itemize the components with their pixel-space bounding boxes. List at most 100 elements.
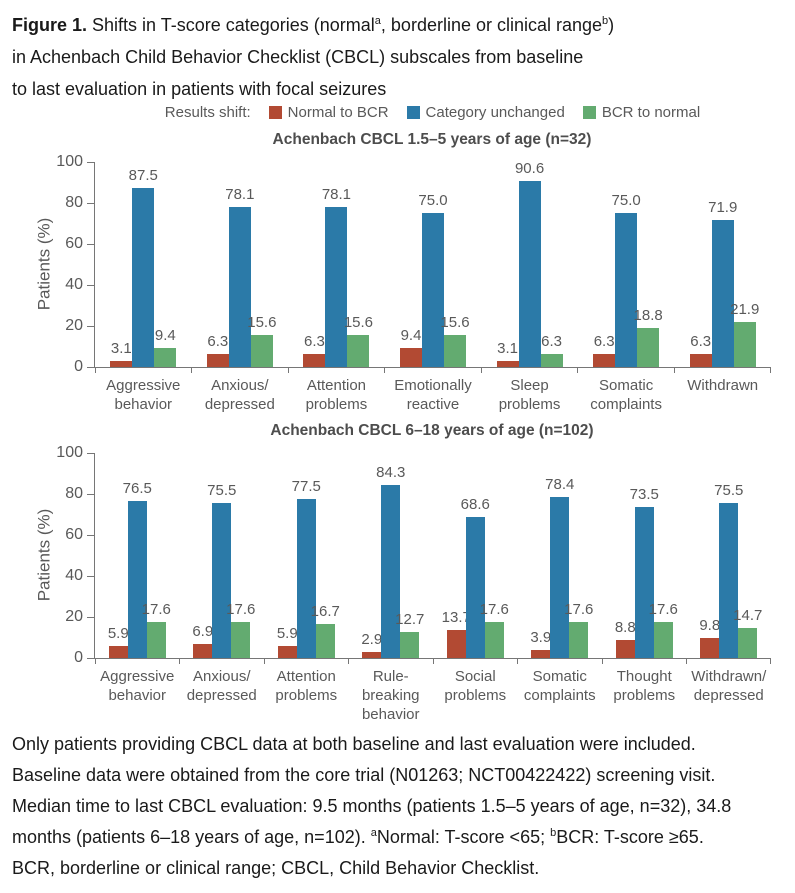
legend-item-label: Category unchanged	[425, 104, 565, 121]
y-axis-tick-label: 0	[74, 358, 83, 375]
category-label: Emotionally reactive	[394, 377, 472, 413]
legend-swatch-icon	[406, 106, 420, 119]
legend-item-0: Normal to BCR	[268, 104, 389, 121]
bar	[193, 643, 213, 658]
y-axis-tick-label: 40	[65, 276, 83, 293]
bar-value-label: 68.6	[460, 496, 490, 514]
bar	[303, 354, 326, 367]
legend-item-2: BCR to normal	[582, 104, 700, 121]
bar	[711, 219, 734, 367]
x-axis-tick	[601, 658, 603, 664]
y-axis-tick-label: 0	[74, 649, 83, 666]
bar-value-label: 73.5	[629, 486, 659, 504]
x-axis-tick	[348, 658, 349, 664]
bar	[212, 503, 232, 658]
footnote-line4: months (patients 6–18 years of age, n=10…	[12, 827, 704, 847]
bar	[127, 501, 147, 658]
y-axis-tick	[87, 243, 94, 245]
figure-title-line1: Figure 1. Shifts in T-score categories (…	[12, 15, 615, 35]
bar	[422, 213, 444, 367]
bar	[637, 328, 660, 367]
legend-item-label: Normal to BCR	[287, 104, 389, 121]
footnote-line3: Median time to last CBCL evaluation: 9.5…	[12, 796, 732, 816]
bar-value-label: 71.9	[708, 198, 738, 216]
x-axis-tick	[686, 658, 687, 664]
bar	[496, 360, 519, 367]
y-axis-tick	[87, 616, 94, 618]
bar	[733, 322, 756, 367]
chart-cbcl-1-5-to-5-years: Achenbach CBCL 1.5–5 years of age (n=32)…	[0, 131, 795, 426]
category-label: Sleep problems	[498, 377, 561, 413]
bar	[569, 621, 589, 658]
bar-value-label: 9.8	[699, 616, 721, 634]
bar	[362, 652, 382, 658]
bar-value-label: 17.6	[479, 600, 509, 618]
x-axis-tick	[769, 367, 771, 373]
footnote-line5: BCR, borderline or clinical range; CBCL,…	[12, 858, 540, 878]
bar-value-label: 17.6	[648, 600, 678, 618]
figure-number: Figure 1.	[12, 15, 88, 35]
bar	[146, 621, 166, 658]
legend-item-1: Category unchanged	[406, 104, 565, 121]
category-label: Somatic complaints	[590, 377, 662, 413]
plot-area: 0 20 40 60 80 100 3.1 87.5 9.4 Aggressive behavior…	[56, 153, 771, 413]
x-axis-tick	[769, 658, 771, 664]
bar-value-label: 76.5	[122, 480, 152, 498]
x-axis-tick	[517, 658, 518, 664]
bar-value-label: 5.9	[276, 624, 298, 642]
bar	[347, 335, 370, 367]
bar-value-label: 6.3	[303, 333, 325, 351]
bar-value-label: 12.7	[395, 610, 425, 628]
bar-value-label: 17.6	[226, 600, 256, 618]
bar-value-label: 8.8	[614, 618, 636, 636]
plot-area: 0 20 40 60 80 100 5.9 76.5 17.6 Aggressive behavio…	[56, 444, 771, 723]
chart-title: Achenbach CBCL 6–18 years of age (n=102)	[270, 422, 594, 439]
figure-title-line3: to last evaluation in patients with foca…	[12, 79, 387, 99]
bar-value-label: 3.1	[110, 339, 132, 357]
superscript-b: b	[550, 827, 557, 839]
footnote: Only patients providing CBCL data at bot…	[12, 729, 787, 884]
bar-value-label: 3.9	[530, 629, 552, 647]
bar-value-label: 9.4	[154, 326, 176, 344]
y-axis-tick	[87, 366, 94, 368]
bar-value-label: 2.9	[361, 631, 383, 649]
y-axis-label: Patients (%)	[34, 217, 54, 311]
chart-title: Achenbach CBCL 1.5–5 years of age (n=32)	[272, 131, 592, 148]
y-axis-tick	[87, 575, 94, 577]
y-axis-tick	[87, 493, 94, 495]
bar	[484, 621, 504, 658]
bar	[446, 629, 466, 658]
bar-value-label: 6.3	[690, 333, 712, 351]
x-axis-tick	[384, 367, 386, 373]
bar-value-label: 78.1	[225, 185, 255, 203]
y-axis-tick-label: 20	[65, 317, 83, 334]
bar-value-label: 6.3	[541, 333, 562, 351]
bar-value-label: 15.6	[247, 314, 277, 332]
y-axis-tick-label: 40	[65, 567, 83, 584]
y-axis-tick	[87, 161, 94, 163]
bar	[110, 360, 133, 367]
bar-value-label: 6.3	[207, 333, 229, 351]
bar-value-label: 15.6	[343, 314, 374, 332]
category-label: Aggressive behavior	[100, 668, 175, 704]
category-label: Anxious/depressed	[186, 668, 257, 704]
bar	[296, 499, 316, 658]
bar	[615, 213, 638, 367]
legend: Results shift: Normal to BCR Category unc…	[0, 104, 795, 121]
x-axis-tick	[191, 367, 193, 373]
x-axis-tick	[287, 367, 289, 373]
category-label: Aggressive behavior	[106, 377, 181, 413]
bar-value-label: 90.6	[514, 160, 545, 178]
bar-value-label: 14.7	[733, 606, 763, 624]
bar-value-label: 9.4	[400, 326, 422, 344]
bar-value-label: 3.1	[497, 339, 518, 357]
y-axis-tick-label: 100	[56, 153, 83, 170]
bar	[593, 354, 616, 367]
bar-value-label: 84.3	[376, 464, 406, 482]
x-axis-tick	[94, 658, 96, 664]
x-axis-tick	[432, 658, 434, 664]
y-axis-tick-label: 60	[65, 526, 83, 543]
y-axis-tick-label: 80	[65, 194, 83, 211]
category-label: Social problems	[444, 668, 507, 704]
